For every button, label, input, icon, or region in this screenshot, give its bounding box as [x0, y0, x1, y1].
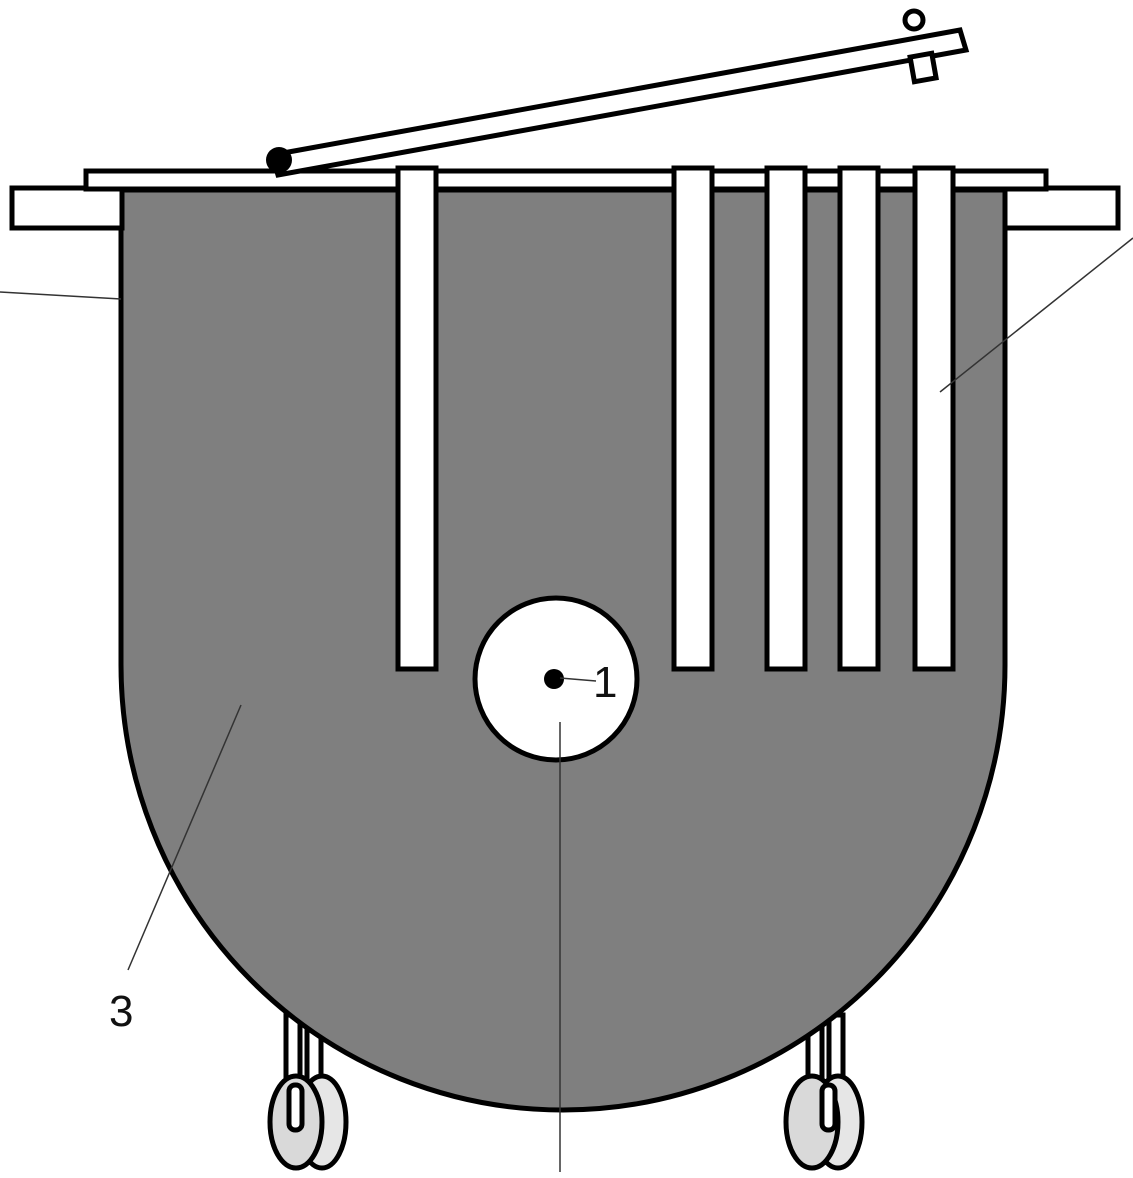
- label-1: 1: [593, 658, 617, 707]
- leader-label-1: [559, 677, 597, 682]
- left-wheel-assembly: [267, 1012, 349, 1171]
- plates: [395, 165, 956, 672]
- plate-1: [395, 165, 439, 672]
- lid-hinge: [266, 147, 292, 173]
- central-port-dot: [544, 669, 564, 689]
- leader-left-wall: [0, 291, 122, 300]
- leader-label-3: [127, 704, 242, 971]
- plate-5: [912, 165, 956, 672]
- right-axle: [819, 1082, 838, 1133]
- left-axle: [286, 1082, 305, 1133]
- leader-lines: [0, 237, 1133, 1172]
- plate-4: [837, 165, 881, 672]
- label-3: 3: [109, 987, 133, 1036]
- top-rim: [83, 168, 1049, 192]
- right-flange: [1002, 185, 1121, 231]
- plate-2: [671, 165, 715, 672]
- lid-bar: [268, 27, 970, 178]
- lid-assembly: [266, 8, 970, 178]
- left-flange: [9, 185, 125, 231]
- lid-handle-ring: [902, 8, 926, 32]
- lid-latch: [907, 50, 939, 85]
- plate-3: [764, 165, 808, 672]
- leader-right-plate: [939, 237, 1133, 393]
